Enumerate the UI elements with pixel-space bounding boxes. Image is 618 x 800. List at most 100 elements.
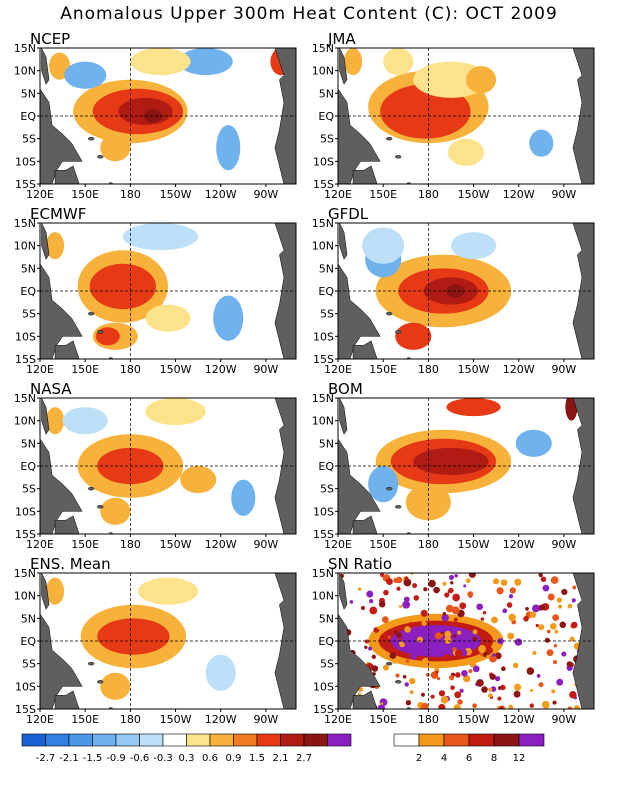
anomaly-field [40,223,296,359]
sn-cell [514,578,522,586]
panel-ncep: 15N 10N 5N EQ 5S 10S 15S 120E 150E 180 150W 120W 90W… [8,30,306,198]
lat-label: 10N [312,240,334,253]
lat-label: 15S [313,353,334,366]
anomaly-contour [205,654,236,691]
lat-label: 10N [312,65,334,78]
sn-cell [453,704,461,709]
lat-label: 5S [320,658,334,671]
sn-cell [486,654,490,659]
sn-cell [434,632,442,640]
lat-label: 10N [14,240,36,253]
sn-cell [450,685,455,690]
sn-cell [572,585,577,590]
sn-cell [553,644,558,648]
panel-sn-ratio: 15N 10N 5N EQ 5S 10S 15S 120E 150E 180 150W 120W 90W… [306,555,604,723]
anomaly-contour [466,66,497,94]
sn-cell [491,616,498,624]
sn-cell [508,594,514,599]
lat-label: 5N [21,437,36,450]
colorbar-label: -2.1 [59,753,79,764]
lon-label: 120E [324,538,352,548]
anomaly-contour [447,138,485,166]
colorbar-cell [139,733,164,747]
lat-label: 15N [312,567,334,580]
lon-label: 120W [205,363,237,373]
lat-label: EQ [20,285,36,298]
sn-cell [378,601,386,608]
lat-label: 5N [319,87,334,100]
sn-cell [491,653,496,657]
sn-cell [488,693,493,698]
sn-cell [443,653,451,662]
lat-label: 5S [320,308,334,321]
colorbar-label: -0.9 [106,753,126,764]
sn-cell [389,652,397,659]
sn-cell [480,617,485,621]
anomaly-contour [46,577,65,605]
lat-label: 10S [313,680,334,693]
sn-cell [454,691,462,699]
lat-label: 15S [313,178,334,191]
figure-title: Anomalous Upper 300m Heat Content (C): O… [60,4,558,24]
lon-label: 150W [160,713,192,723]
sn-cell [421,702,429,709]
lat-label: 10N [14,590,36,603]
sn-cell [538,624,545,631]
sn-cell [549,622,557,630]
colorbar-cell [493,733,520,747]
lat-label: 5S [320,133,334,146]
lat-label: 10N [14,415,36,428]
sn-cell [436,677,441,681]
sn-cell [567,603,573,609]
lat-label: EQ [20,460,36,473]
sn-cell [398,641,403,646]
lat-label: 5S [22,658,36,671]
lon-label: 180 [120,713,141,723]
sn-cell [369,606,378,615]
lon-label: 120E [26,188,54,198]
sn-cell [433,586,440,594]
lat-label: 5N [319,612,334,625]
sn-cell [472,703,478,709]
lon-label: 180 [120,363,141,373]
sn-cell [366,590,374,598]
sn-cell [387,635,391,639]
lat-label: EQ [318,460,334,473]
sn-cell [457,699,463,705]
panel-ecmwf: 15N 10N 5N EQ 5S 10S 15S 120E 150E 180 150W 120W 90W… [8,205,306,373]
colorbar-label: 2.1 [273,753,289,764]
sn-cell [552,660,558,665]
sn-cell [561,588,568,596]
lat-label: 10S [15,680,36,693]
sn-cell [472,629,478,635]
lat-label: 5S [22,483,36,496]
sn-cell [413,595,420,601]
sn-cell [438,703,446,709]
sn-cell [410,653,417,660]
sn-cell [360,605,365,611]
panel-title: NASA [30,380,72,398]
colorbar-cell [68,733,93,747]
lat-label: 15N [14,567,36,580]
anomaly-contour [380,84,471,139]
sn-cell [440,696,449,704]
lat-label: 10S [15,505,36,518]
lat-label: 10S [15,330,36,343]
anomaly-contour [64,61,107,89]
lon-label: 150W [458,363,490,373]
sn-cell [451,606,460,615]
sn-cell [571,598,576,603]
colorbar-label: 0.6 [202,753,218,764]
lat-label: 15S [15,528,36,541]
anomaly-contour [565,398,578,421]
lon-label: 90W [551,538,576,548]
sn-cell [501,666,506,672]
sn-cell [550,576,559,584]
colorbar-cell [92,733,117,747]
anomaly-contour [529,129,554,157]
sn-cell [420,692,425,697]
